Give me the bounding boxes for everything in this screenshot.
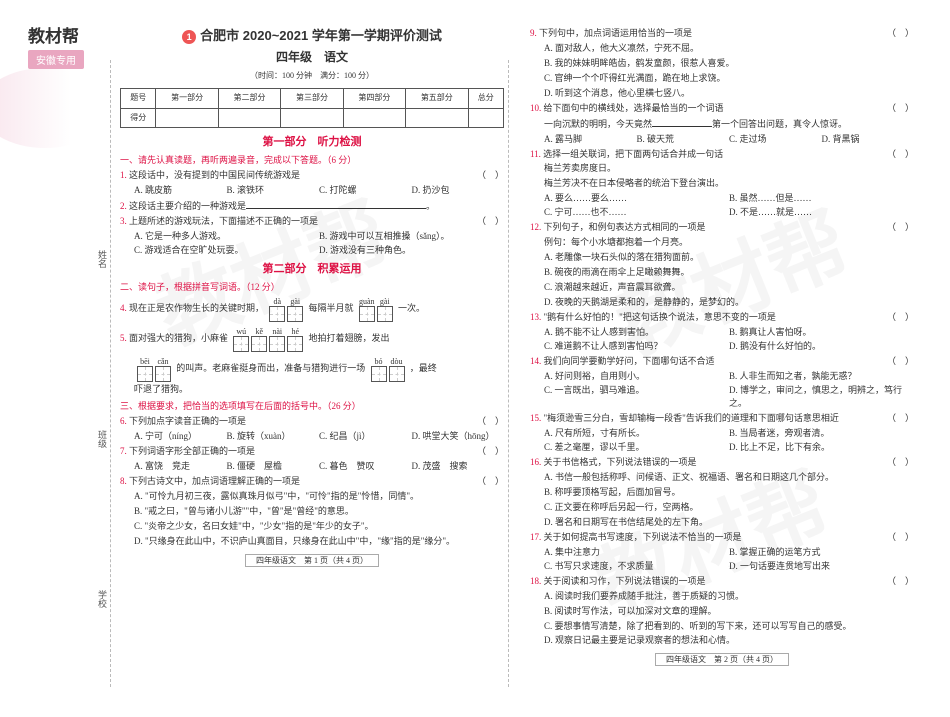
section-3-stem: 三、根据要求，把恰当的选项填写在后面的括号中。（26 分）: [120, 400, 504, 414]
q12-options: A. 老雕像一块石头似的落在猎狗面前。B. 碗夜的雨滴在雨伞上足瞰赖舞舞。C. …: [530, 251, 914, 310]
question-7: 7. 下列词语字形全部正确的一项是（ ）: [120, 445, 504, 459]
question-2: 2. 这段话主要介绍的一种游戏是。: [120, 199, 504, 214]
q3-options: A. 它是一种多人游戏。B. 游戏中可以互相推搡（sǎng）。 C. 游戏适合在…: [120, 230, 504, 258]
q13-options: A. 鹅不能不让人感到害怕。B. 鹅真让人害怕呀。 C. 难道鹅不让人感到害怕吗…: [530, 326, 914, 354]
q8-options: A. "可怜九月初三夜，露似真珠月似弓"中，"可怜"指的是"怜惜，同情"。 B.…: [120, 490, 504, 549]
question-3: 3. 上题所述的游戏玩法，下面描述不正确的一项是（ ）: [120, 215, 504, 229]
section-2-stem: 二、读句子，根据拼音写词语。（12 分）: [120, 281, 504, 295]
page-footer-1: 四年级语文 第 1 页（共 4 页）: [120, 555, 504, 567]
question-6: 6. 下列加点字读音正确的一项是（ ）: [120, 415, 504, 429]
question-1: 1. 这段话中，没有提到的中国民间传统游戏是（ ）: [120, 169, 504, 183]
q18-options: A. 阅读时我们要养成随手批注，善于质疑的习惯。B. 阅读时写作法，可以加深对文…: [530, 590, 914, 649]
q16-options: A. 书信一般包括称呼、问候语、正文、祝福语、署名和日期这几个部分。B. 称呼要…: [530, 471, 914, 530]
q10-sentence: 一向沉默的明明，今天竟然第一个回答出问题，真令人惊讶。: [530, 117, 914, 132]
score-table: 题号 第一部分 第二部分 第三部分 第四部分 第五部分 总分 得分: [120, 88, 504, 128]
page-footer-2: 四年级语文 第 2 页（共 4 页）: [530, 654, 914, 666]
q7-options: A. 富饶 竞走B. 僵硬 屋檐C. 暮色 赞叹D. 茂盛 搜索: [120, 460, 504, 474]
section-1-title: 第一部分 听力检测: [120, 134, 504, 151]
q11-options: A. 要么……要么……B. 虽然……但是…… C. 宁可……也不……D. 不是……: [530, 192, 914, 220]
brand-block: 教材帮 安徽专用: [28, 22, 84, 69]
question-8: 8. 下列古诗文中，加点词语理解正确的一项是（ ）: [120, 475, 504, 489]
question-15: 15. "梅须逊雪三分白，雪却输梅一段香"告诉我们的道理和下面哪句话意思相近（ …: [530, 412, 914, 426]
question-18: 18. 关于阅读和习作，下列说法错误的一项是（ ）: [530, 575, 914, 589]
question-14: 14. 我们向同学要勤学好问，下面哪句话不合适（ ）: [530, 355, 914, 369]
left-column: 1合肥市 2020~2021 学年第一学期评价测试 四年级 语文 （时间：100…: [120, 26, 504, 667]
q9-options: A. 面对敌人，他大义凛然，宁死不屈。B. 我的妹妹明眸皓齿，鹤发童颜，很惹人喜…: [530, 42, 914, 101]
title-badge: 1: [182, 30, 196, 44]
q14-options: A. 好问则裕，自用则小。B. 人非生而知之者，孰能无惑？ C. 一言既出，驷马…: [530, 370, 914, 412]
q17-options: A. 集中注意力B. 掌握正确的运笔方式 C. 书写只求速度，不求质量D. 一句…: [530, 546, 914, 574]
section-1-stem: 一、请先认真读题，再听两遍录音，完成以下答题。（6 分）: [120, 154, 504, 168]
question-16: 16. 关于书信格式，下列说法错误的一项是（ ）: [530, 456, 914, 470]
table-row: 得分: [121, 108, 504, 127]
time-info: （时间：100 分钟 满分：100 分）: [120, 70, 504, 82]
question-12: 12. 下列句子，和例句表达方式相同的一项是（ ）: [530, 221, 914, 235]
question-5-cont2: 吓退了猎狗。: [120, 383, 504, 397]
question-5-cont: bēi cǎn 的叫声。老麻雀挺身而出，准备与猎狗进行一场 bó dòu ，最终: [120, 356, 504, 382]
exam-subtitle: 四年级 语文: [120, 48, 504, 67]
question-4: 4. 现在正是农作物生长的关键时期， dà gài 每隔半月就 guàn gài…: [120, 296, 504, 322]
question-10: 10. 给下面句中的横线处，选择最恰当的一个词语（ ）: [530, 102, 914, 116]
q1-options: A. 跳皮筋B. 滚铁环C. 打陀螺D. 扔沙包: [120, 184, 504, 198]
question-17: 17. 关于如何提高书写速度，下列说法不恰当的一项是（ ）: [530, 531, 914, 545]
brand-title: 教材帮: [28, 22, 84, 47]
q6-options: A. 宁可（níng）B. 旋转（xuàn）C. 纪昌（jì）D. 哄堂大笑（h…: [120, 430, 504, 444]
question-11: 11. 选择一组关联词，把下面两句话合并成一句话（ ）: [530, 148, 914, 162]
question-5: 5. 面对强大的猎狗，小麻雀 wú kě nài hé 地拍打着翅膀，发出: [120, 326, 504, 352]
right-column: 9. 下列句中，加点词语运用恰当的一项是（ ） A. 面对敌人，他大义凛然，宁死…: [530, 26, 914, 667]
section-2-title: 第二部分 积累运用: [120, 261, 504, 278]
q15-options: A. 尺有所短，寸有所长。B. 当局者迷，旁观者清。 C. 差之毫厘，谬以千里。…: [530, 427, 914, 455]
table-row: 题号 第一部分 第二部分 第三部分 第四部分 第五部分 总分: [121, 89, 504, 108]
exam-title: 1合肥市 2020~2021 学年第一学期评价测试: [120, 26, 504, 46]
q10-options: A. 露马脚B. 破天荒C. 走过场D. 背黑锅: [530, 133, 914, 147]
question-9: 9. 下列句中，加点词语运用恰当的一项是（ ）: [530, 27, 914, 41]
brand-tag: 安徽专用: [28, 50, 84, 69]
question-13: 13. "鹅有什么好怕的！"把这句话换个说法，意思不变的一项是（ ）: [530, 311, 914, 325]
